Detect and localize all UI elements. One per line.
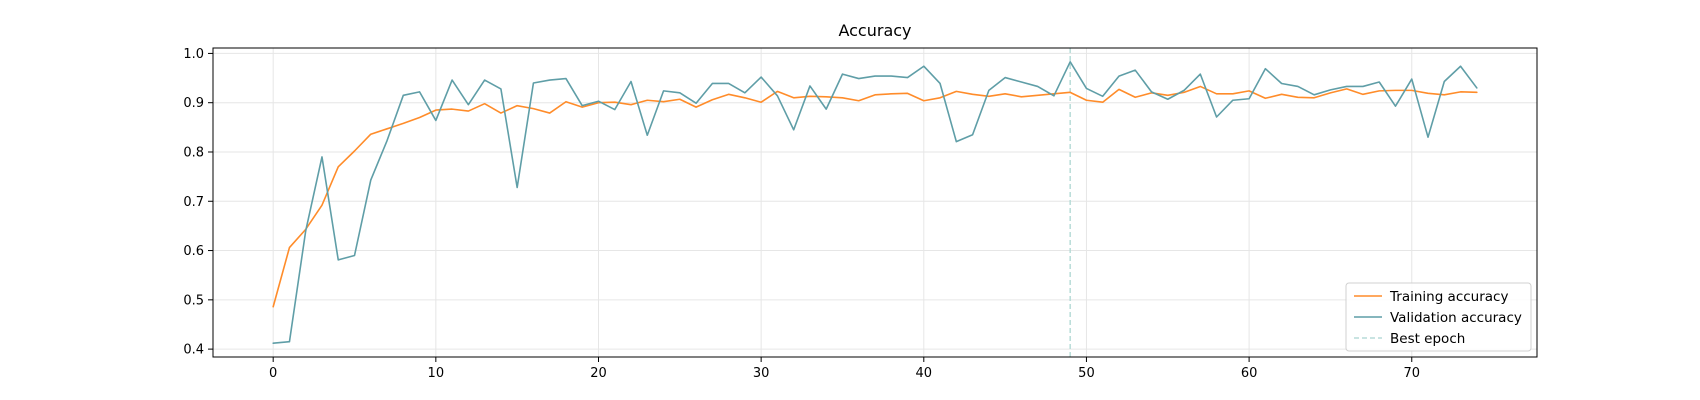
legend-label: Validation accuracy [1390,310,1522,326]
chart-title: Accuracy [838,21,911,40]
y-tick-label: 0.9 [183,96,204,111]
training-accuracy-line [272,85,1478,308]
x-tick-label: 40 [916,366,933,381]
x-tick-label: 50 [1078,366,1095,381]
series-layer [272,60,1478,345]
legend-box [1345,282,1532,352]
tick-layer: 0 10 20 30 40 50 60 70 0.4 0.5 0.6 0.7 0.8 0.9 1.0 [183,47,1420,381]
y-tick-label: 0.4 [183,343,204,358]
y-tick-label: 0.8 [183,145,204,160]
validation-accuracy-line [272,60,1478,345]
grid-layer [213,48,1537,357]
y-tick-label: 1.0 [183,47,204,62]
x-tick-label: 0 [269,366,277,381]
legend-label: Best epoch [1390,331,1465,347]
plot-frame [212,47,1538,358]
x-tick-label: 60 [1241,366,1258,381]
x-tick-label: 20 [590,366,607,381]
y-tick-label: 0.7 [183,195,204,210]
x-tick-label: 70 [1403,366,1420,381]
y-tick-label: 0.5 [183,293,204,308]
legend: Training accuracy Validation accuracy Best… [1345,282,1532,352]
y-tick-label: 0.6 [183,244,204,259]
x-tick-label: 30 [753,366,770,381]
legend-label: Training accuracy [1389,289,1508,305]
x-tick-label: 10 [428,366,445,381]
